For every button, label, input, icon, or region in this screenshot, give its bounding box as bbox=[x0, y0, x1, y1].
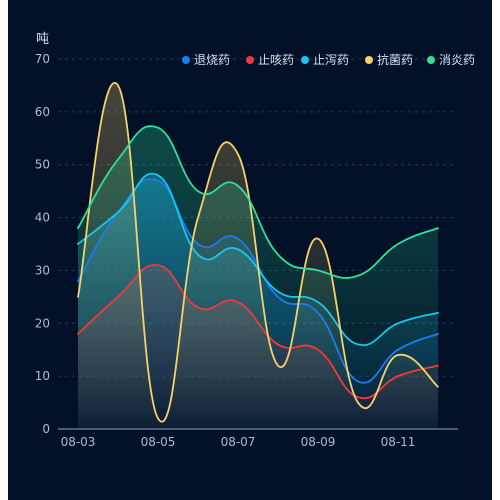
y-tick-label-40: 40 bbox=[35, 211, 50, 225]
legend: 退烧药 止咳药 止泻药 抗菌药 消炎药 bbox=[182, 52, 475, 67]
series-line-止泻药 bbox=[77, 172, 439, 347]
legend-label: 止泻药 bbox=[313, 53, 349, 67]
y-tick-label-0: 0 bbox=[42, 422, 50, 436]
legend-label: 退烧药 bbox=[194, 53, 230, 67]
legend-item-退烧药[interactable]: 退烧药 bbox=[182, 53, 230, 67]
legend-label: 抗菌药 bbox=[377, 52, 413, 67]
y-tick-label-30: 30 bbox=[35, 263, 50, 277]
y-tick-label-50: 50 bbox=[35, 158, 50, 172]
axes: 0 10 20 30 40 50 60 70 08-03 08-05 08-07 08-09 08-11 bbox=[35, 52, 458, 449]
legend-marker-icon bbox=[365, 56, 373, 64]
y-axis-unit-label: 吨 bbox=[36, 32, 49, 47]
x-tick-label-08-09: 08-09 bbox=[301, 435, 336, 449]
series-line-消炎药 bbox=[77, 125, 439, 279]
series-lines bbox=[77, 82, 439, 423]
legend-item-抗菌药[interactable]: 抗菌药 bbox=[365, 52, 413, 67]
x-tick-label-08-11: 08-11 bbox=[381, 435, 416, 449]
x-tick-label-08-03: 08-03 bbox=[61, 435, 96, 449]
legend-marker-icon bbox=[182, 56, 190, 64]
series-area-消炎药 bbox=[78, 126, 438, 430]
legend-item-止咳药[interactable]: 止咳药 bbox=[246, 53, 294, 67]
legend-marker-icon bbox=[301, 56, 309, 64]
x-tick-label-08-05: 08-05 bbox=[141, 435, 176, 449]
y-tick-label-70: 70 bbox=[35, 52, 50, 66]
legend-label: 止咳药 bbox=[258, 53, 294, 67]
x-tick-label-08-07: 08-07 bbox=[221, 435, 256, 449]
series-areas bbox=[78, 82, 438, 430]
y-tick-label-10: 10 bbox=[35, 369, 50, 383]
y-tick-label-60: 60 bbox=[35, 105, 50, 119]
legend-marker-icon bbox=[427, 56, 435, 64]
y-tick-label-20: 20 bbox=[35, 316, 50, 330]
series-line-抗菌药 bbox=[77, 82, 439, 423]
legend-item-止泻药[interactable]: 止泻药 bbox=[301, 53, 349, 67]
legend-item-消炎药[interactable]: 消炎药 bbox=[427, 53, 475, 67]
legend-marker-icon bbox=[246, 56, 254, 64]
legend-label: 消炎药 bbox=[439, 53, 475, 67]
